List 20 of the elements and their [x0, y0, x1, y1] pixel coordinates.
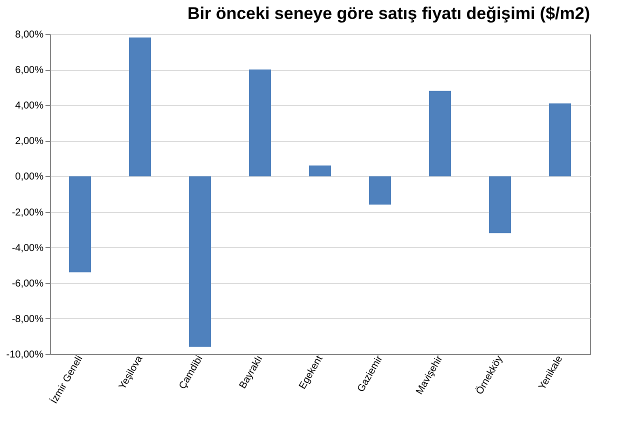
y-tick-label: 4,00%: [15, 100, 44, 112]
bar: [189, 176, 211, 347]
bar: [69, 176, 91, 272]
bar: [549, 103, 571, 176]
y-tick-label: -4,00%: [12, 242, 44, 254]
bar: [429, 90, 451, 176]
y-tick-label: -8,00%: [12, 314, 44, 325]
y-tick-label: -2,00%: [12, 207, 44, 218]
bar: [129, 38, 151, 176]
y-tick-label: 8,00%: [15, 30, 44, 40]
bar: [249, 70, 271, 176]
bar: [489, 176, 511, 234]
y-tick-label: 2,00%: [15, 136, 44, 148]
y-tick-label: -10,00%: [6, 350, 44, 360]
y-tick-label: 6,00%: [15, 65, 44, 76]
chart-title: Bir önceki seneye göre satış fiyatı değişimi ($/m2): [188, 4, 590, 23]
y-tick-label: 0,00%: [15, 172, 44, 183]
bar: [369, 176, 391, 205]
y-tick-label: -6,00%: [12, 278, 44, 290]
bar: [309, 166, 331, 176]
